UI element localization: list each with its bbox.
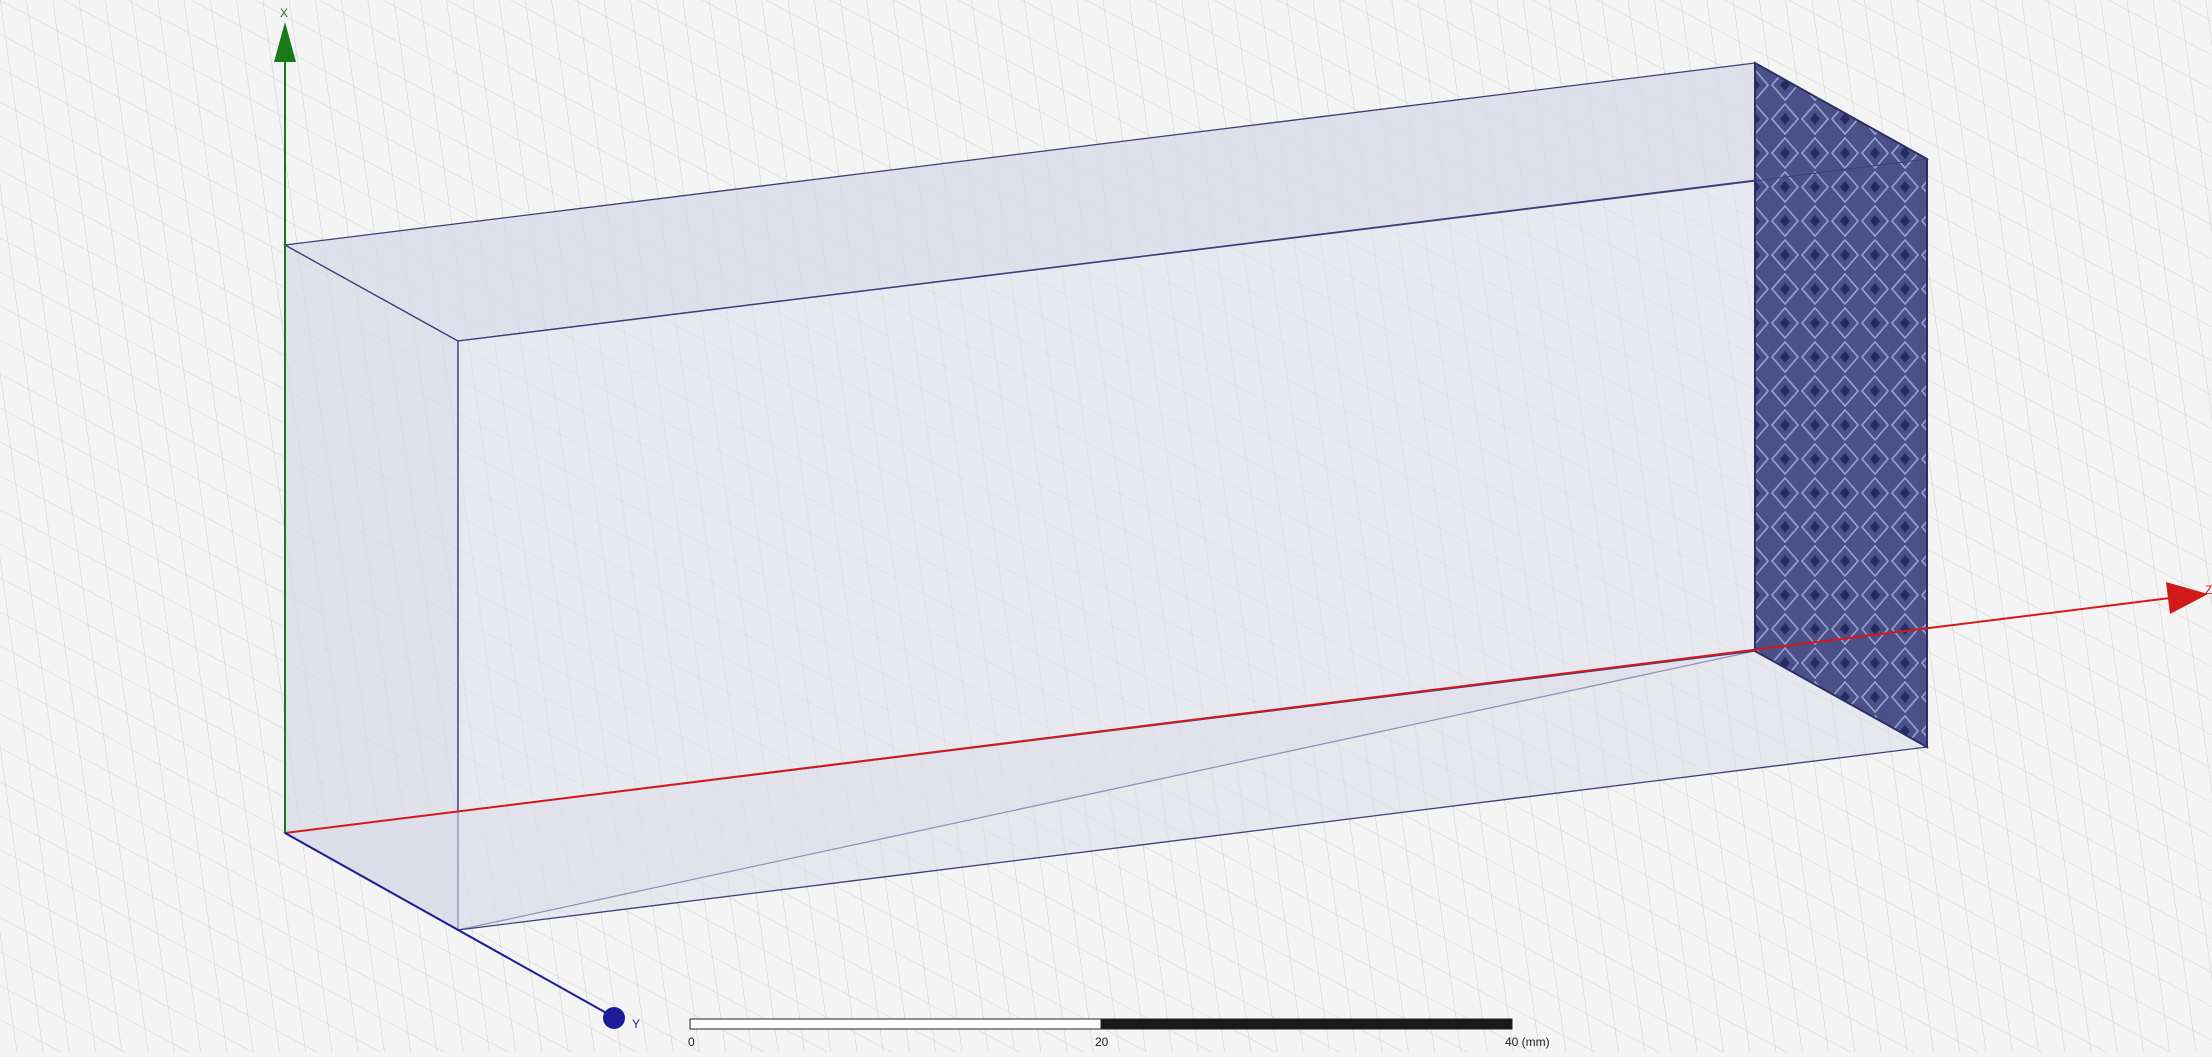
axis-triad: X Z Y	[274, 6, 2212, 1031]
box-model[interactable]	[282, 61, 1930, 932]
scale-ruler: 0 20 40 (mm)	[688, 1018, 1550, 1049]
ruler-black-segment	[1100, 1018, 1513, 1030]
z-axis-line	[284, 597, 2171, 834]
y-axis-line	[284, 832, 611, 1016]
x-axis-label: X	[280, 6, 288, 20]
y-axis-label: Y	[632, 1017, 640, 1031]
x-axis-arrow-icon	[274, 22, 296, 62]
wave-port-face[interactable]	[1754, 61, 1928, 749]
z-axis-label: Z	[2205, 583, 2212, 597]
ruler-label-mid: 20	[1095, 1035, 1109, 1049]
z-axis-arrow-icon	[2166, 582, 2208, 614]
hidden-edge	[1754, 158, 1928, 182]
ruler-label-start: 0	[688, 1035, 695, 1049]
y-axis-arrow-icon	[603, 1007, 625, 1029]
ruler-white-segment	[689, 1018, 1102, 1030]
ruler-label-end: 40 (mm)	[1505, 1035, 1550, 1049]
